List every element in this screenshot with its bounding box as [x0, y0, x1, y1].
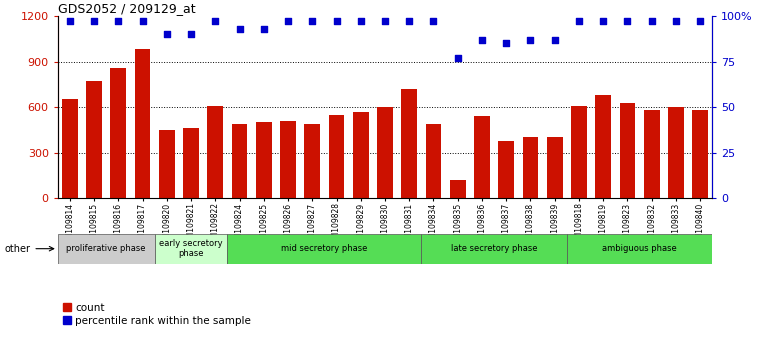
Text: GDS2052 / 209129_at: GDS2052 / 209129_at [58, 2, 196, 15]
Bar [426, 124, 441, 198]
Point [233, 26, 246, 32]
Point [451, 55, 464, 61]
Point [64, 18, 76, 24]
Point [573, 18, 585, 24]
Text: late secretory phase: late secretory phase [450, 244, 537, 253]
Bar [620, 103, 635, 198]
Point [645, 18, 658, 24]
Point [500, 40, 512, 46]
Bar [401, 89, 417, 198]
Point [330, 18, 343, 24]
Bar [353, 112, 369, 198]
Bar [207, 105, 223, 198]
Point [355, 18, 367, 24]
Bar [668, 107, 684, 198]
Text: other: other [5, 244, 54, 254]
Point [379, 18, 391, 24]
Text: early secretory
phase: early secretory phase [159, 239, 223, 258]
Bar [498, 141, 514, 198]
Bar [304, 124, 320, 198]
Point [161, 32, 173, 37]
Point [621, 18, 634, 24]
Bar [644, 110, 660, 198]
Legend: count, percentile rank within the sample: count, percentile rank within the sample [63, 303, 251, 326]
Point [403, 18, 415, 24]
Bar [474, 116, 490, 198]
Text: proliferative phase: proliferative phase [66, 244, 146, 253]
Point [694, 18, 706, 24]
Point [112, 18, 125, 24]
Bar [155, 234, 227, 264]
Point [670, 18, 682, 24]
Point [209, 18, 222, 24]
Point [136, 18, 149, 24]
Bar [421, 234, 567, 264]
Point [258, 26, 270, 32]
Bar [377, 107, 393, 198]
Point [476, 37, 488, 42]
Bar [280, 121, 296, 198]
Bar [595, 95, 611, 198]
Bar [86, 81, 102, 198]
Bar [58, 234, 155, 264]
Bar [567, 234, 712, 264]
Bar [62, 99, 78, 198]
Point [88, 18, 100, 24]
Point [524, 37, 537, 42]
Bar [547, 137, 563, 198]
Bar [232, 124, 247, 198]
Bar [110, 68, 126, 198]
Text: ambiguous phase: ambiguous phase [602, 244, 677, 253]
Point [548, 37, 561, 42]
Bar [571, 105, 587, 198]
Bar [450, 180, 466, 198]
Point [306, 18, 319, 24]
Bar [183, 129, 199, 198]
Point [185, 32, 197, 37]
Bar [159, 130, 175, 198]
Bar [227, 234, 421, 264]
Text: mid secretory phase: mid secretory phase [281, 244, 367, 253]
Point [597, 18, 609, 24]
Bar [329, 115, 344, 198]
Bar [135, 49, 150, 198]
Point [282, 18, 294, 24]
Point [427, 18, 440, 24]
Bar [256, 122, 272, 198]
Bar [692, 110, 708, 198]
Bar [523, 137, 538, 198]
